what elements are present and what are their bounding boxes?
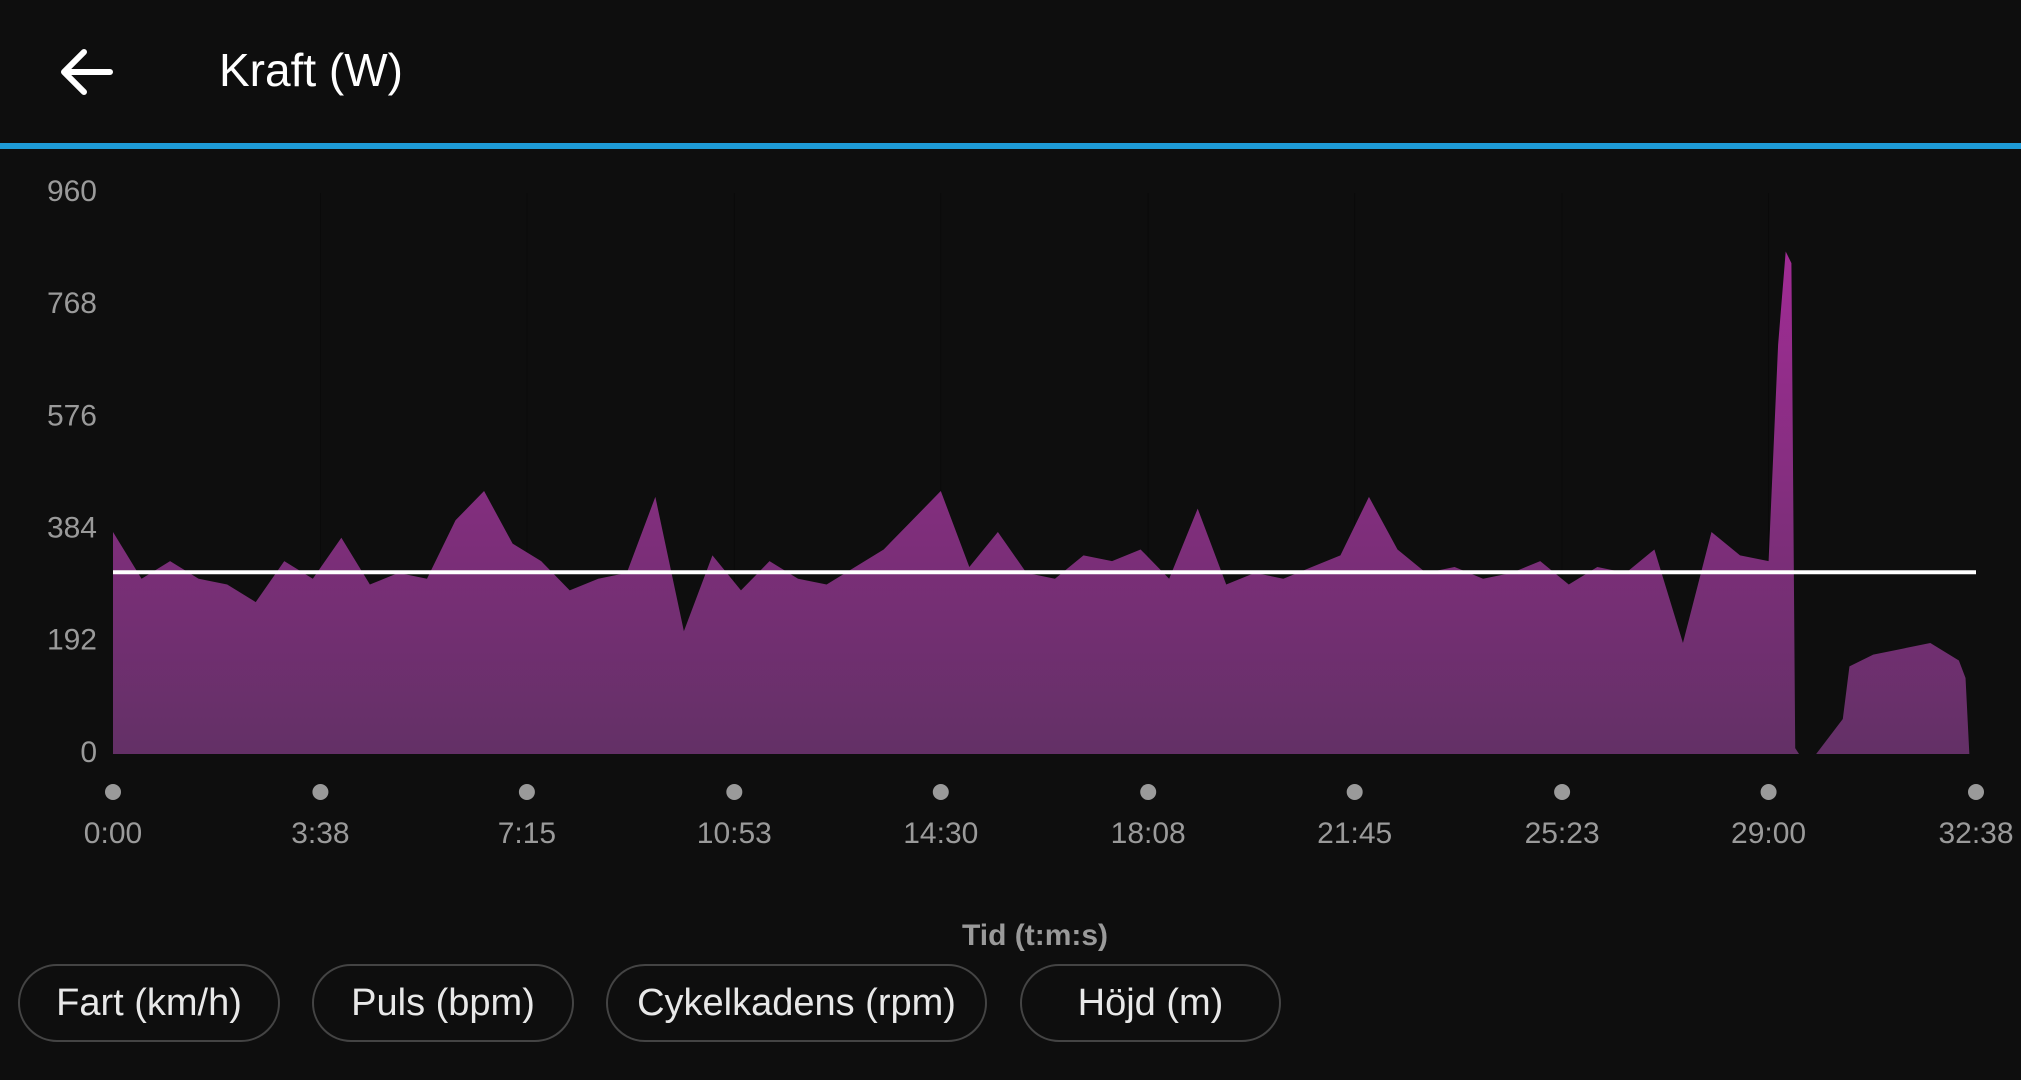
x-tick-dot [518,784,535,800]
x-tick-label: 10:53 [697,817,772,850]
screen-title: Kraft (W) [219,44,403,96]
y-tick-label: 768 [47,287,97,320]
y-tick-label: 384 [47,512,97,545]
x-tick-dot [1346,784,1363,800]
metric-button[interactable]: Puls (bpm) [312,964,574,1042]
metric-button[interactable]: Cykelkadens (rpm) [606,964,987,1042]
metric-button[interactable]: Fart (km/h) [18,964,280,1042]
chart: 0 192 384 576 768 960 0:00 3:38 7:15 10:53 14:30 18… [47,175,2014,850]
y-tick-label: 0 [80,736,97,769]
x-tick-label: 25:23 [1525,817,1600,850]
back-arrow[interactable] [61,49,113,95]
x-tick-label: 14:30 [903,817,978,850]
power-area [113,251,1970,754]
y-tick-label: 576 [47,399,97,432]
x-tick-label: 18:08 [1111,817,1186,850]
metric-button[interactable]: Höjd (m) [1020,964,1281,1042]
x-tick-label: 3:38 [291,817,349,850]
x-axis-label: Tid (t:m:s) [962,919,1108,952]
x-tick-label: 21:45 [1317,817,1392,850]
x-tick-label: 29:00 [1731,817,1806,850]
x-tick-dot [1140,784,1157,800]
x-tick-dot [932,784,949,800]
x-tick-label: 7:15 [498,817,556,850]
y-tick-label: 192 [47,624,97,657]
x-tick-dot [726,784,743,800]
x-tick-dot [105,784,121,800]
x-tick-dot [1554,784,1571,800]
y-tick-label: 960 [47,175,97,208]
x-tick-dot [1760,784,1777,800]
x-tick-label: 0:00 [84,817,142,850]
x-tick-label: 32:38 [1938,817,2013,850]
x-tick-dot [312,784,329,800]
x-tick-dot [1968,784,1984,800]
header-divider [0,143,2021,149]
